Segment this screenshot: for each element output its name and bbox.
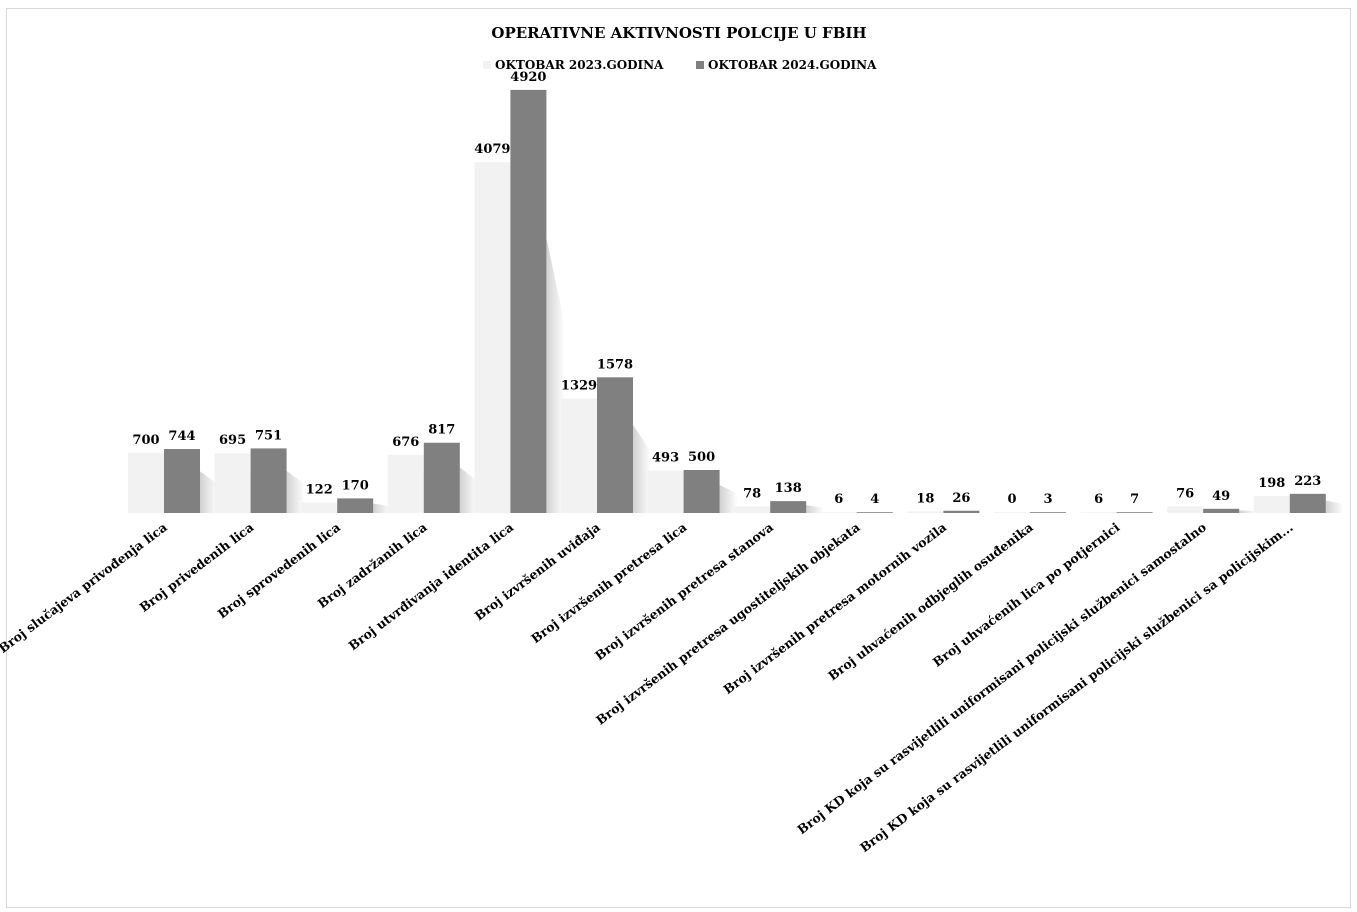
bar-2024 [1203, 508, 1240, 513]
bar-2023 [1080, 512, 1117, 513]
bar-2023 [214, 453, 251, 513]
bar-2024 [856, 512, 893, 513]
legend-label-2023: OKTOBAR 2023.GODINA [495, 58, 664, 72]
category-label: Broj izvršenih pretresa lica [528, 519, 689, 646]
bar-2023 [907, 511, 944, 513]
bar-2024 [164, 449, 200, 513]
bar-2024 [250, 448, 287, 513]
bar-shadow [806, 505, 825, 513]
bar-shadow [286, 471, 305, 513]
data-label-2024: 4920 [510, 70, 546, 85]
category-group: 700 744 Broj slučajeva privođenja lica [0, 429, 218, 656]
bar-2024 [597, 377, 633, 513]
bar-shadow [200, 471, 218, 513]
chart-legend: OKTOBAR 2023.GODINA OKTOBAR 2024.GODINA [483, 58, 877, 72]
bar-2023 [734, 506, 771, 513]
data-label-2023: 122 [306, 483, 333, 498]
data-label-2023: 78 [743, 486, 761, 501]
category-label: Broj slučajeva privođenja lica [0, 519, 170, 655]
data-label-2024: 4 [870, 492, 879, 507]
bar-2024 [770, 501, 807, 513]
bar-2023 [1253, 495, 1290, 513]
data-label-2024: 26 [952, 491, 970, 506]
chart-title: OPERATIVNE AKTIVNOSTI POLCIJE U FBIH [491, 24, 866, 42]
data-label-2024: 751 [255, 428, 282, 443]
data-label-2024: 3 [1043, 492, 1052, 507]
category-label: Broj utvrđivanja identita lica [345, 519, 516, 653]
bar-2024 [423, 442, 460, 513]
data-label-2024: 1578 [597, 357, 633, 372]
bar-shadow [373, 503, 392, 513]
data-label-2024: 500 [688, 450, 715, 465]
bar-2023 [994, 512, 1030, 513]
bar-shadow [633, 424, 651, 513]
category-label: Broj KD koja su rasvijetlili uniformisan… [857, 519, 1296, 855]
bar-2023 [474, 162, 511, 513]
data-label-2023: 695 [219, 433, 246, 448]
data-label-2024: 223 [1294, 474, 1321, 489]
data-label-2023: 76 [1176, 486, 1194, 501]
bar-2024 [337, 498, 374, 513]
bar-shadow [546, 237, 565, 514]
bar-2024 [1289, 493, 1326, 513]
category-label: Broj uhvaćenih lica po potjernici [930, 519, 1123, 669]
data-label-2023: 198 [1258, 476, 1285, 491]
legend-swatch-2024 [696, 61, 704, 69]
bar-2023 [128, 452, 164, 513]
category-label: Broj izvršenih pretresa stanova [592, 519, 776, 663]
bar-2023 [387, 454, 424, 513]
data-label-2024: 817 [428, 423, 455, 438]
bar-2023 [820, 512, 857, 513]
bar-shadow [459, 467, 478, 513]
bar-shadow [1239, 510, 1258, 513]
data-label-2024: 49 [1212, 489, 1230, 504]
data-label-2023: 700 [132, 433, 159, 448]
bar-2024 [1116, 512, 1153, 513]
bar-2023 [1167, 506, 1204, 513]
category-label: Broj KD koja su rasvijetlili uniformisan… [794, 519, 1209, 837]
bar-shadow [719, 485, 738, 513]
data-label-2023: 6 [834, 492, 843, 507]
bar-2023 [301, 502, 338, 513]
legend-swatch-2023 [483, 61, 491, 69]
bar-2024 [1030, 512, 1066, 513]
data-label-2023: 6 [1094, 492, 1103, 507]
data-label-2023: 0 [1007, 492, 1016, 507]
bar-2024 [683, 470, 720, 513]
bar-shadow [1325, 500, 1344, 513]
data-label-2023: 4079 [474, 142, 510, 157]
legend-label-2024: OKTOBAR 2024.GODINA [708, 58, 877, 72]
data-label-2024: 744 [168, 429, 195, 444]
data-label-2024: 170 [342, 478, 369, 493]
data-label-2023: 18 [916, 491, 934, 506]
bar-2023 [561, 398, 597, 513]
data-label-2024: 7 [1130, 492, 1139, 507]
bar-2023 [647, 470, 684, 513]
bar-2024 [510, 89, 547, 513]
data-label-2024: 138 [775, 481, 802, 496]
data-label-2023: 1329 [561, 379, 597, 394]
bar-2024 [943, 510, 980, 513]
data-label-2023: 676 [392, 435, 419, 450]
data-label-2023: 493 [652, 451, 679, 466]
